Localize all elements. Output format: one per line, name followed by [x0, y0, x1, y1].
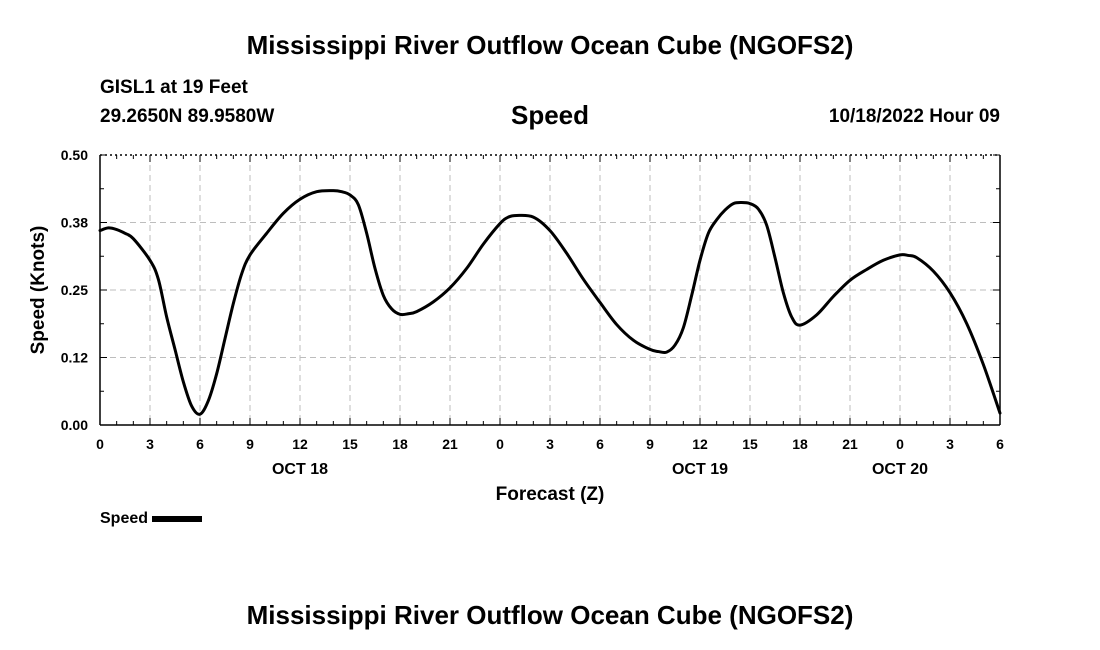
y-tick-label: 0.25 — [61, 282, 88, 298]
date-label: OCT 20 — [872, 461, 928, 478]
y-tick-label: 0.00 — [61, 417, 88, 433]
panel-title: Speed — [510, 100, 590, 130]
y-tick-label: 0.38 — [61, 215, 88, 231]
x-tick-label: 9 — [646, 436, 654, 452]
x-tick-label: 21 — [842, 436, 858, 452]
axis-layer — [99, 154, 1001, 426]
legend-swatch — [152, 516, 203, 522]
x-tick-label: 0 — [896, 436, 904, 452]
x-tick-label: 0 — [96, 436, 104, 452]
legend-label: Speed — [100, 510, 149, 527]
forecast-timestamp: 10/18/2022 Hour 09 — [828, 106, 1000, 127]
x-tick-label: 0 — [496, 436, 504, 452]
x-tick-label: 21 — [442, 436, 458, 452]
series-layer — [98, 189, 1002, 416]
y-tick-label: 0.12 — [61, 350, 88, 366]
x-tick-label: 15 — [342, 436, 358, 452]
x-tick-label: 12 — [292, 436, 308, 452]
station-coordinates: 29.2650N 89.9580W — [100, 106, 275, 127]
date-label: OCT 18 — [272, 461, 328, 478]
x-tick-label: 3 — [546, 436, 554, 452]
series-line-speed — [98, 189, 1002, 416]
grid-layer — [100, 155, 1000, 425]
x-tick-label: 9 — [246, 436, 254, 452]
x-tick-label: 3 — [946, 436, 954, 452]
x-axis-label: Forecast (Z) — [496, 484, 605, 505]
date-label: OCT 19 — [672, 461, 728, 478]
x-tick-label: 6 — [996, 436, 1004, 452]
chart-title: Mississippi River Outflow Ocean Cube (NG… — [246, 30, 854, 60]
x-tick-label: 12 — [692, 436, 708, 452]
x-tick-label: 6 — [196, 436, 204, 452]
x-tick-label: 6 — [596, 436, 604, 452]
label-layer: 0 3 6 9 12 15 18 21 0 3 6 9 12 15 18 21 0 3 6 OCT 18 OCT 19 O… — [28, 147, 1004, 505]
footer-title: Mississippi River Outflow Ocean Cube (NG… — [246, 600, 854, 630]
x-tick-label: 18 — [392, 436, 408, 452]
legend: Speed — [100, 510, 203, 528]
y-axis-label: Speed (Knots) — [28, 226, 49, 355]
x-tick-label: 15 — [742, 436, 758, 452]
y-tick-label: 0.50 — [61, 147, 88, 163]
station-label: GISL1 at 19 Feet — [100, 77, 248, 98]
x-tick-label: 3 — [146, 436, 154, 452]
x-tick-label: 18 — [792, 436, 808, 452]
